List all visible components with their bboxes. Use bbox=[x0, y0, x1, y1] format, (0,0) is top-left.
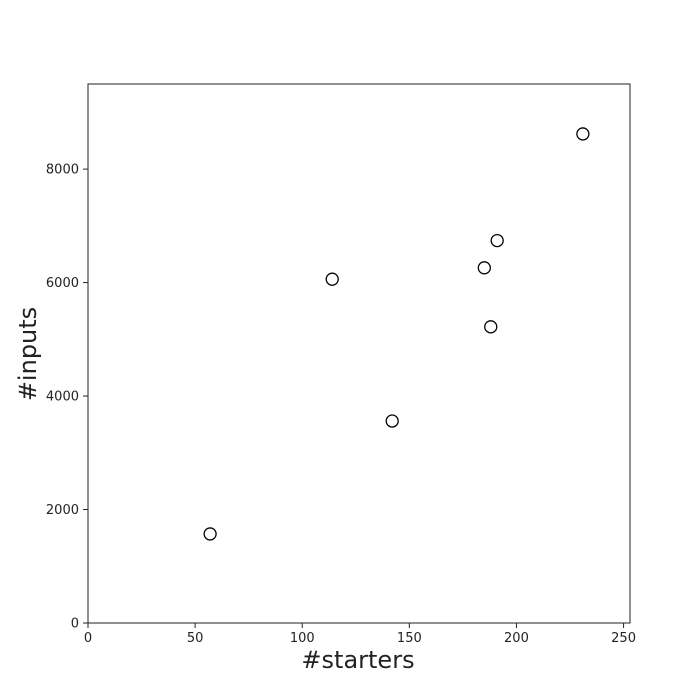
x-axis-label: #starters bbox=[301, 646, 414, 674]
y-axis-ticks: 0 2000 4000 6000 8000 bbox=[46, 163, 88, 632]
data-point bbox=[203, 527, 217, 541]
data-points bbox=[203, 127, 590, 541]
plot-area bbox=[87, 83, 631, 624]
x-tick-label: 100 bbox=[290, 631, 315, 646]
y-tick-label: 6000 bbox=[46, 276, 79, 291]
x-tick-label: 0 bbox=[84, 631, 92, 646]
x-tick-label: 150 bbox=[397, 631, 422, 646]
y-tick-label: 4000 bbox=[46, 390, 79, 405]
data-point bbox=[484, 320, 498, 334]
data-point bbox=[325, 272, 339, 286]
y-axis-label: #inputs bbox=[14, 307, 42, 401]
data-point bbox=[490, 233, 504, 248]
data-point bbox=[576, 127, 590, 141]
x-axis-ticks: 0 50 100 150 200 250 bbox=[84, 623, 636, 646]
x-tick-label: 200 bbox=[504, 631, 529, 646]
x-tick-label: 250 bbox=[611, 631, 636, 646]
data-point bbox=[385, 414, 399, 428]
y-tick-label: 2000 bbox=[46, 503, 79, 518]
data-point bbox=[477, 261, 491, 275]
y-tick-label: 0 bbox=[71, 617, 79, 632]
y-tick-label: 8000 bbox=[46, 163, 79, 178]
x-tick-label: 50 bbox=[187, 631, 204, 646]
